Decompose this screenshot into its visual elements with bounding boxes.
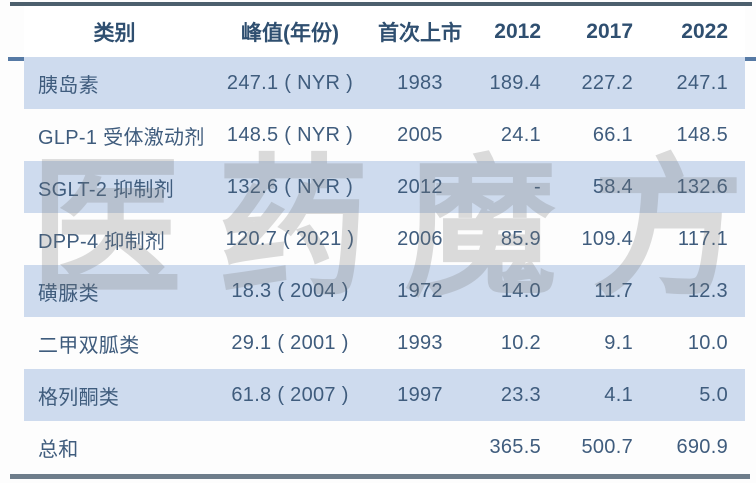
header-2022: 2022 <box>640 6 745 57</box>
cell-peak: 18.3 ( 2004 ) <box>205 265 375 317</box>
table-row-glitazone: 格列酮类 61.8 ( 2007 ) 1997 23.3 4.1 5.0 <box>24 369 745 421</box>
cell-peak: 120.7 ( 2021 ) <box>225 227 355 250</box>
table-row-insulin: 胰岛素 247.1 ( NYR ) 1983 189.4 227.2 247.1 <box>24 57 745 109</box>
cell-2017: 109.4 <box>581 227 633 250</box>
cell-2022: 690.9 <box>676 435 728 458</box>
cell-category: GLP-1 受体激动剂 <box>38 126 205 149</box>
cell-2012: 365.5 <box>489 435 541 458</box>
cell-2012: 10.2 <box>500 331 541 354</box>
cell-2022: 12.3 <box>640 265 745 317</box>
cell-launch: 1997 <box>375 369 465 421</box>
cell-2017: 66.1 <box>592 123 633 146</box>
table-row-sglt2: SGLT-2 抑制剂 132.6 ( NYR ) 2012 - 58.4 132… <box>24 161 745 213</box>
cell-peak: 61.8 ( 2007 ) <box>205 369 375 421</box>
cell-category: 格列酮类 <box>24 369 205 421</box>
cell-launch: 1983 <box>375 57 465 109</box>
header-2017: 2017 <box>545 6 640 57</box>
cell-launch: 1972 <box>375 265 465 317</box>
cell-2017: 11.7 <box>545 265 640 317</box>
cell-2022: 10.0 <box>687 331 728 354</box>
cell-category: DPP-4 抑制剂 <box>38 230 166 253</box>
cell-2012: 24.1 <box>500 123 541 146</box>
cell-2017: 500.7 <box>581 435 633 458</box>
cell-launch: 2005 <box>397 123 443 146</box>
table-bottom-rule <box>10 474 750 479</box>
header-peak-year: 峰值(年份) <box>205 6 375 57</box>
table-row-sulfonylurea: 磺脲类 18.3 ( 2004 ) 1972 14.0 11.7 12.3 <box>24 265 745 317</box>
cell-peak: 29.1 ( 2001 ) <box>231 331 349 354</box>
table-row-dpp4: DPP-4 抑制剂 120.7 ( 2021 ) 2006 85.9 109.4… <box>24 213 745 265</box>
cell-2012: 14.0 <box>465 265 545 317</box>
cell-2022: 117.1 <box>677 227 728 250</box>
cell-peak: 148.5 ( NYR ) <box>226 123 354 146</box>
cell-2012: 189.4 <box>465 57 545 109</box>
cell-peak <box>205 421 375 473</box>
cell-launch: 1993 <box>397 331 443 354</box>
diabetes-drug-sales-table: 类别 峰值(年份) 首次上市 2012 2017 2022 胰岛素 247.1 … <box>24 6 745 473</box>
cell-2017: 4.1 <box>545 369 640 421</box>
header-category: 类别 <box>24 6 205 57</box>
cell-category: 磺脲类 <box>24 265 205 317</box>
cell-2012: - <box>465 161 545 213</box>
header-first-launch: 首次上市 <box>375 6 465 57</box>
cell-launch <box>375 421 465 473</box>
table-row-metformin: 二甲双胍类 29.1 ( 2001 ) 1993 10.2 9.1 10.0 <box>24 317 745 369</box>
cell-2017: 9.1 <box>604 331 633 354</box>
cell-2022: 132.6 <box>640 161 745 213</box>
cell-category: 总和 <box>38 438 79 461</box>
table-row-total: 总和 365.5 500.7 690.9 <box>24 421 745 473</box>
cell-2012: 85.9 <box>500 227 541 250</box>
cell-category: 二甲双胍类 <box>38 334 140 357</box>
table-top-rule <box>10 2 752 6</box>
cell-2022: 148.5 <box>676 123 728 146</box>
cell-category: SGLT-2 抑制剂 <box>24 161 205 213</box>
cell-launch: 2006 <box>397 227 443 250</box>
cell-peak: 247.1 ( NYR ) <box>205 57 375 109</box>
header-2012: 2012 <box>465 6 545 57</box>
table-header-row: 类别 峰值(年份) 首次上市 2012 2017 2022 <box>24 6 745 57</box>
cell-2017: 58.4 <box>545 161 640 213</box>
cell-category: 胰岛素 <box>24 57 205 109</box>
cell-2022: 247.1 <box>640 57 745 109</box>
cell-peak: 132.6 ( NYR ) <box>205 161 375 213</box>
cell-2012: 23.3 <box>465 369 545 421</box>
cell-launch: 2012 <box>375 161 465 213</box>
cell-2022: 5.0 <box>640 369 745 421</box>
table-row-glp1: GLP-1 受体激动剂 148.5 ( NYR ) 2005 24.1 66.1… <box>24 109 745 161</box>
cell-2017: 227.2 <box>545 57 640 109</box>
